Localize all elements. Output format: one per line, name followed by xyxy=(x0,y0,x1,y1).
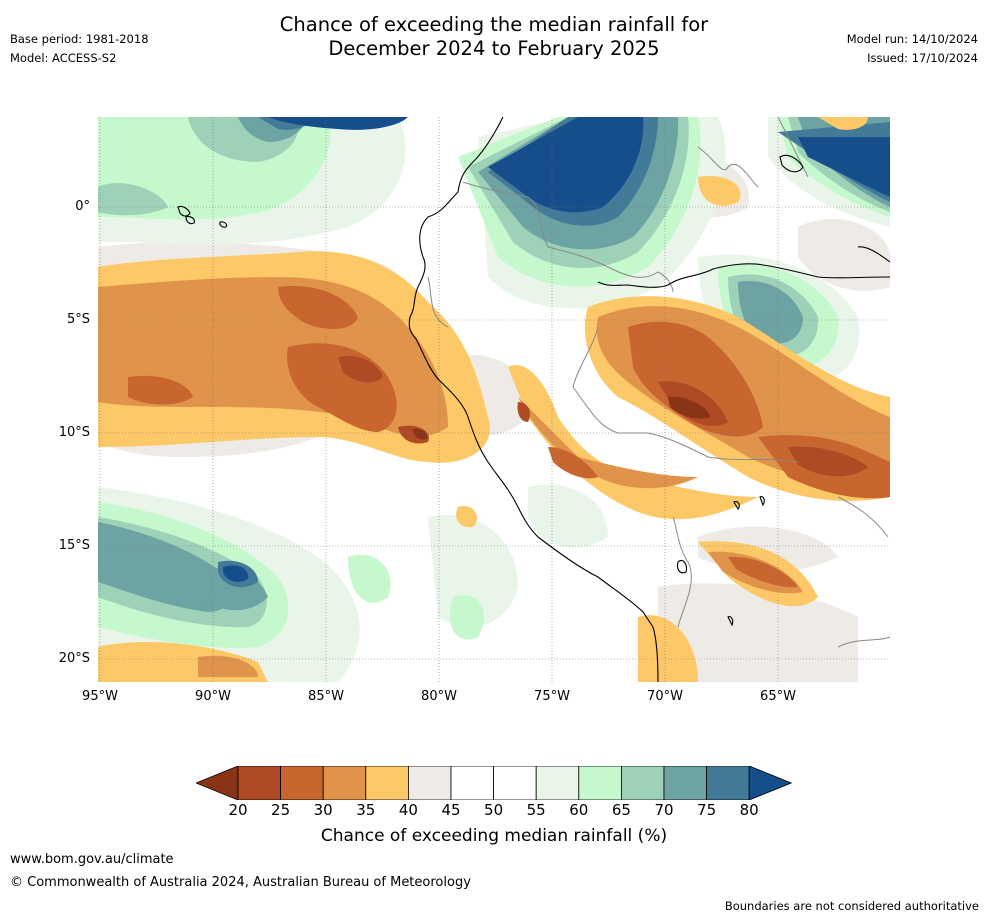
legend-tick-label: 20 xyxy=(228,801,248,819)
legend-tick-label: 45 xyxy=(441,801,461,819)
legend-tick-label: 60 xyxy=(569,801,589,819)
coastlines xyxy=(177,117,890,682)
legend-swatch xyxy=(450,765,494,801)
legend-tick-label: 30 xyxy=(313,801,333,819)
probability-max-band xyxy=(223,117,890,582)
lat-label-10s: 10°S xyxy=(58,425,90,440)
legend-tick-label: 75 xyxy=(697,801,717,819)
legend-tick-label: 50 xyxy=(484,801,504,819)
legend-colorbar xyxy=(194,765,793,801)
base-period: Base period: 1981-2018 xyxy=(10,32,149,46)
copyright-text: © Commonwealth of Australia 2024, Austra… xyxy=(10,875,471,890)
legend-tick-label: 70 xyxy=(654,801,674,819)
legend-tick-label: 35 xyxy=(356,801,376,819)
legend-swatch xyxy=(365,765,409,801)
map-title: Chance of exceeding the median rainfall … xyxy=(0,13,988,61)
legend-label: Chance of exceeding median rainfall (%) xyxy=(320,826,668,846)
legend-swatch xyxy=(663,765,707,801)
model-run-date: Model run: 14/10/2024 xyxy=(846,32,978,46)
lon-label-70w: 70°W xyxy=(647,689,683,704)
probability-20-band xyxy=(413,396,710,440)
disclaimer-text: Boundaries are not considered authoritat… xyxy=(724,899,979,913)
legend-swatch xyxy=(322,765,367,801)
lat-label-5s: 5°S xyxy=(66,312,90,327)
website-link[interactable]: www.bom.gov.au/climate xyxy=(10,852,174,867)
legend-arrow-low xyxy=(194,765,239,801)
title-line-1: Chance of exceeding the median rainfall … xyxy=(279,13,709,36)
legend-tick-label: 65 xyxy=(611,801,631,819)
map-svg xyxy=(98,117,890,682)
legend-swatch xyxy=(578,765,622,801)
legend-swatch xyxy=(493,765,537,801)
legend-swatch xyxy=(407,765,452,801)
legend-swatch xyxy=(280,765,324,801)
lon-label-85w: 85°W xyxy=(308,689,344,704)
probability-30-band xyxy=(128,286,890,588)
issued-date: Issued: 17/10/2024 xyxy=(867,51,978,65)
lat-label-0: 0° xyxy=(75,199,90,214)
country-borders xyxy=(427,117,890,648)
lon-label-90w: 90°W xyxy=(195,689,231,704)
legend-tick-label: 80 xyxy=(739,801,759,819)
legend-tick-label: 55 xyxy=(526,801,546,819)
colorbar-svg xyxy=(194,765,793,801)
lat-label-15s: 15°S xyxy=(58,538,90,553)
map-gridlines xyxy=(98,117,890,682)
legend-swatch xyxy=(535,765,580,801)
legend-tick-label: 40 xyxy=(398,801,418,819)
legend-tick-label: 25 xyxy=(271,801,291,819)
title-line-2: December 2024 to February 2025 xyxy=(328,37,660,60)
lon-label-75w: 75°W xyxy=(534,689,570,704)
legend-swatch xyxy=(237,765,281,801)
lon-label-65w: 65°W xyxy=(760,689,796,704)
model-name: Model: ACCESS-S2 xyxy=(10,51,117,65)
legend-swatch xyxy=(620,765,665,801)
lat-label-20s: 20°S xyxy=(58,651,90,666)
rainfall-map xyxy=(98,117,890,682)
lon-label-95w: 95°W xyxy=(82,689,118,704)
legend-swatch xyxy=(706,765,750,801)
lon-label-80w: 80°W xyxy=(421,689,457,704)
legend-arrow-high xyxy=(748,765,793,801)
